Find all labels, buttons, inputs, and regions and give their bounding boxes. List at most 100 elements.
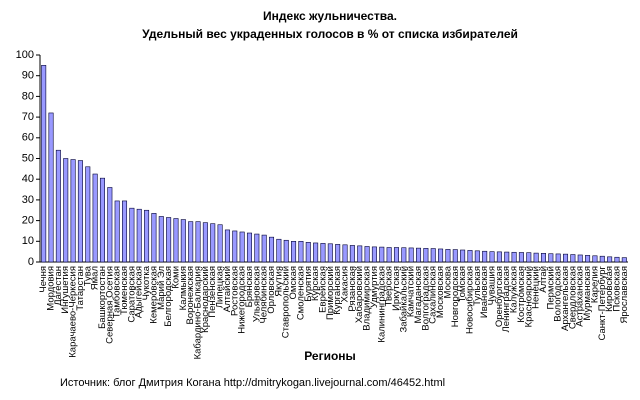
bar xyxy=(577,254,583,263)
x-tick-label: Псковская xyxy=(611,266,622,312)
x-tick-label: Татарстан xyxy=(75,266,86,311)
x-tick-label: Ростовская xyxy=(229,266,240,316)
x-tick-label: Адыгейская xyxy=(134,266,145,318)
bar xyxy=(371,246,377,263)
x-tick-label: Удмуртия xyxy=(369,266,380,308)
x-tick-label: Кировская xyxy=(604,266,615,312)
bar xyxy=(349,245,355,263)
bar xyxy=(416,247,422,263)
y-tick-label: 60 xyxy=(22,132,34,144)
bar xyxy=(460,249,466,263)
bar xyxy=(291,241,297,263)
x-tick-label: Волгоградская xyxy=(420,266,431,331)
y-tick-label: 50 xyxy=(22,152,34,164)
x-tick-label: Оренбургская xyxy=(494,266,505,327)
bar xyxy=(585,255,591,263)
x-tick-label: Белгородская xyxy=(163,266,174,327)
x-tick-label: Орловская xyxy=(266,266,277,314)
bar xyxy=(217,224,223,263)
bar xyxy=(423,248,429,263)
x-tick-label: Ставропольский xyxy=(281,266,292,338)
bar xyxy=(122,200,128,263)
x-tick-label: Тюменская xyxy=(119,266,130,315)
y-tick-label: 90 xyxy=(22,70,34,82)
x-tick-label: Санкт-Петербург xyxy=(597,265,608,340)
x-tick-label: Приморский xyxy=(325,266,336,320)
x-tick-label: Мордовия xyxy=(46,266,57,311)
x-tick-label: Московская xyxy=(435,266,446,318)
chart-subtitle: Удельный вес украденных голосов в % от с… xyxy=(142,27,518,41)
x-tick-label: Курганская xyxy=(332,266,343,315)
x-tick-label: Чукотка xyxy=(141,265,152,300)
bar xyxy=(599,255,605,263)
bar xyxy=(276,238,282,263)
x-tick-label: Вологодская xyxy=(553,266,564,322)
bar xyxy=(151,213,157,263)
x-tick-label: Астраханская xyxy=(575,266,586,327)
x-tick-label: Калужская xyxy=(509,266,520,313)
bar xyxy=(173,218,179,263)
x-tick-label: Омская xyxy=(288,266,299,299)
x-tick-label: Свердловская xyxy=(567,266,578,329)
bar xyxy=(246,232,252,263)
bar xyxy=(283,239,289,263)
bar xyxy=(474,250,480,263)
chart-title: Индекс жульничества. xyxy=(263,9,397,23)
bar xyxy=(180,219,186,263)
x-tick-label: Ленинградская xyxy=(501,266,512,332)
x-tick-label: Алтайский xyxy=(222,266,233,312)
bar xyxy=(607,256,613,263)
bar xyxy=(386,247,392,263)
x-tick-label: Саратовская xyxy=(126,266,137,323)
x-tick-label: Ульяновская xyxy=(251,266,262,322)
x-tick-label: Нижегородская xyxy=(237,266,248,334)
x-axis-label: Регионы xyxy=(304,349,356,363)
bar xyxy=(107,187,113,263)
bar xyxy=(55,149,61,263)
x-tick-label: Мурманская xyxy=(582,266,593,321)
x-tick-label: Иркутская xyxy=(391,266,402,311)
bar xyxy=(548,253,554,263)
bar xyxy=(85,166,91,263)
x-tick-label: Курская xyxy=(310,266,321,301)
bar xyxy=(327,243,333,263)
x-tick-label: Карелия xyxy=(589,266,600,303)
x-tick-label: Карачаево-Черкесия xyxy=(68,266,79,358)
x-tick-label: Пермский xyxy=(545,266,556,309)
bar xyxy=(342,244,348,263)
bar xyxy=(489,251,495,263)
x-tick-label: Бурятия xyxy=(303,266,314,302)
bar xyxy=(563,253,569,263)
y-tick-label: 30 xyxy=(22,194,34,206)
x-tick-label: Москва xyxy=(442,265,453,298)
bar xyxy=(445,249,451,263)
x-tick-label: Чечня xyxy=(38,266,49,293)
bar xyxy=(158,216,164,263)
x-tick-label: Хакасия xyxy=(340,266,351,302)
bar xyxy=(408,247,414,263)
bar xyxy=(313,242,319,263)
x-tick-label: Хабаровский xyxy=(354,266,365,323)
x-tick-label: Камчатский xyxy=(406,266,417,317)
bar xyxy=(254,233,260,263)
x-tick-label: Ивановская xyxy=(479,266,490,318)
x-tick-label: Челябинская xyxy=(259,266,270,324)
x-tick-label: Новосибирская xyxy=(464,266,475,334)
x-tick-label: Смоленская xyxy=(295,266,306,320)
x-tick-label: Тува xyxy=(82,265,93,286)
bar xyxy=(129,207,135,263)
bar xyxy=(379,246,385,263)
x-tick-label: Северная Осетия xyxy=(104,266,115,344)
x-tick-label: Воронежская xyxy=(185,266,196,325)
bar xyxy=(357,245,363,263)
bar xyxy=(570,254,576,263)
bar xyxy=(430,248,436,263)
bar xyxy=(555,253,561,263)
x-tick-label: Тамбовская xyxy=(112,266,123,318)
bar xyxy=(393,247,399,263)
x-tick-label: Калмыкия xyxy=(178,266,189,310)
bar xyxy=(298,241,304,263)
x-tick-label: Забайкальский xyxy=(398,266,409,333)
x-tick-label: Марий Эл xyxy=(156,266,167,310)
